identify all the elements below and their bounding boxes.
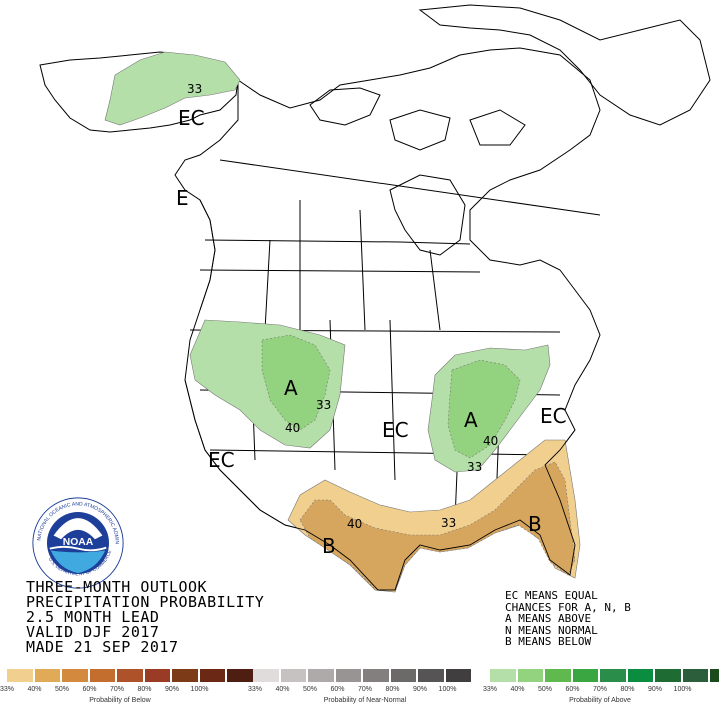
legend-note: EC MEANS EQUAL CHANCES FOR A, N, B A MEA…	[505, 590, 631, 648]
colorbar-below-swatch	[117, 669, 145, 682]
colorbar-below-tick: 80%	[137, 686, 152, 693]
colorbar-below-tick: 40%	[27, 686, 42, 693]
above-region-ohio-40	[447, 359, 521, 459]
colorbar-normal-tick: 70%	[357, 686, 373, 693]
colorbar-below-swatch	[144, 669, 172, 682]
title-line-5: MADE 21 SEP 2017	[26, 638, 179, 656]
contour-33-northwest: 33	[316, 398, 332, 412]
colorbar-above	[490, 669, 719, 682]
colorbar-normal-swatch	[308, 669, 336, 682]
title-block: THREE-MONTH OUTLOOK PRECIPITATION PROBAB…	[26, 580, 264, 655]
label-ec-central: EC	[382, 418, 409, 442]
colorbar-above-swatch	[710, 669, 719, 682]
colorbar-above-swatch	[600, 669, 628, 682]
title-line-2: PRECIPITATION PROBABILITY	[26, 593, 265, 611]
colorbar-above-tick: 60%	[565, 686, 580, 693]
contour-40-northwest: 40	[285, 421, 301, 435]
noaa-logo: NATIONAL OCEANIC AND ATMOSPHERIC ADMINIS…	[31, 496, 124, 589]
colorbar-normal-tick: 50%	[302, 686, 318, 693]
colorbar-above-swatch	[572, 669, 600, 682]
ticks-above: 33% 40% 50% 60% 70% 80% 90% 100%	[483, 686, 715, 696]
colorbar-above-tick: 90%	[647, 686, 663, 693]
label-a-northwest: A	[284, 376, 298, 400]
above-region-northwest-40	[261, 334, 331, 431]
label-b-southeast: B	[528, 512, 542, 536]
colorbar-normal-swatch	[363, 669, 391, 682]
contour-33-gulf: 33	[441, 516, 457, 530]
legend-note-line-2: CHANCES FOR A, N, B	[505, 600, 631, 614]
label-ec-southwest: EC	[208, 448, 235, 472]
legend-note-line-4: N MEANS NORMAL	[505, 623, 598, 637]
colorbar-below-tick: 60%	[82, 686, 97, 693]
legend-note-line-1: EC MEANS EQUAL	[505, 589, 598, 602]
caption-below: Probability of Below	[89, 697, 151, 704]
above-regions	[104, 51, 551, 473]
noaa-center-text: NOAA	[63, 537, 94, 548]
legend-background	[0, 660, 719, 707]
colorbar-normal-swatch	[253, 669, 281, 682]
colorbar-below-swatch	[89, 669, 117, 682]
ticks-below: 33% 40% 50% 60% 70% 80% 90% 100%	[0, 686, 237, 696]
colorbar-normal-swatch	[390, 669, 418, 682]
contour-33-ohio: 33	[467, 460, 483, 474]
colorbar-below-swatch	[172, 669, 200, 682]
colorbar-below	[7, 669, 255, 682]
caption-above: Probability of Above	[569, 697, 631, 704]
colorbar-normal-swatch	[335, 669, 363, 682]
contour-33-alaska: 33	[187, 82, 203, 96]
colorbar-below-tick: 33%	[0, 686, 15, 693]
colorbar-below-tick: 100%	[190, 686, 209, 693]
colorbar-above-tick: 33%	[482, 686, 498, 693]
colorbar-above-tick: 40%	[510, 686, 525, 693]
colorbar-above-swatch	[517, 669, 545, 682]
colorbar-below-swatch	[7, 669, 35, 682]
contour-40-ohio: 40	[483, 434, 499, 448]
colorbar-above-tick: 80%	[620, 686, 635, 693]
label-e-west: E	[176, 186, 189, 210]
colorbar-normal-tick: 100%	[438, 686, 457, 693]
title-line-4: VALID DJF 2017	[26, 623, 160, 641]
above-region-alaska	[104, 51, 241, 126]
label-ec-alaska: EC	[178, 106, 205, 130]
ticks-normal: 33% 40% 50% 60% 70% 80% 90% 100%	[248, 686, 473, 696]
colorbar-below-swatch	[199, 669, 227, 682]
caption-normal: Probability of Near-Normal	[323, 697, 407, 704]
colorbar-below-swatch	[227, 669, 255, 682]
colorbar-below-swatch	[62, 669, 90, 682]
colorbar-above-tick: 70%	[592, 686, 608, 693]
legend-note-line-5: B MEANS BELOW	[505, 635, 592, 648]
title-line-1: THREE-MONTH OUTLOOK	[26, 578, 208, 596]
contour-40-texas: 40	[347, 517, 363, 531]
colorbar-normal-swatch	[445, 669, 473, 682]
title-line-3: 2.5 MONTH LEAD	[26, 608, 160, 626]
colorbar-below-tick: 90%	[164, 686, 180, 693]
colorbar-above-swatch	[545, 669, 573, 682]
colorbar-normal	[253, 669, 473, 682]
colorbar-above-tick: 50%	[537, 686, 553, 693]
colorbar-below-tick: 50%	[54, 686, 70, 693]
colorbar-above-swatch	[627, 669, 655, 682]
label-ec-east: EC	[540, 404, 567, 428]
label-a-ohio: A	[464, 408, 478, 432]
coastline-overlay	[184, 199, 576, 591]
colorbar-below-tick: 70%	[109, 686, 125, 693]
colorbar-normal-tick: 33%	[247, 686, 263, 693]
colorbar-normal-tick: 60%	[330, 686, 345, 693]
legend-note-line-3: A MEANS ABOVE	[505, 612, 592, 625]
colorbar-normal-swatch	[280, 669, 308, 682]
label-b-texas: B	[322, 534, 336, 558]
colorbar-above-swatch	[655, 669, 683, 682]
colorbar-normal-tick: 40%	[275, 686, 290, 693]
colorbar-normal-tick: 80%	[385, 686, 400, 693]
colorbar-normal-tick: 90%	[412, 686, 428, 693]
colorbar-below-swatch	[34, 669, 62, 682]
colorbar-above-swatch	[682, 669, 710, 682]
colorbar-normal-swatch	[418, 669, 446, 682]
colorbar-above-tick: 100%	[673, 686, 692, 693]
colorbar-above-swatch	[490, 669, 518, 682]
